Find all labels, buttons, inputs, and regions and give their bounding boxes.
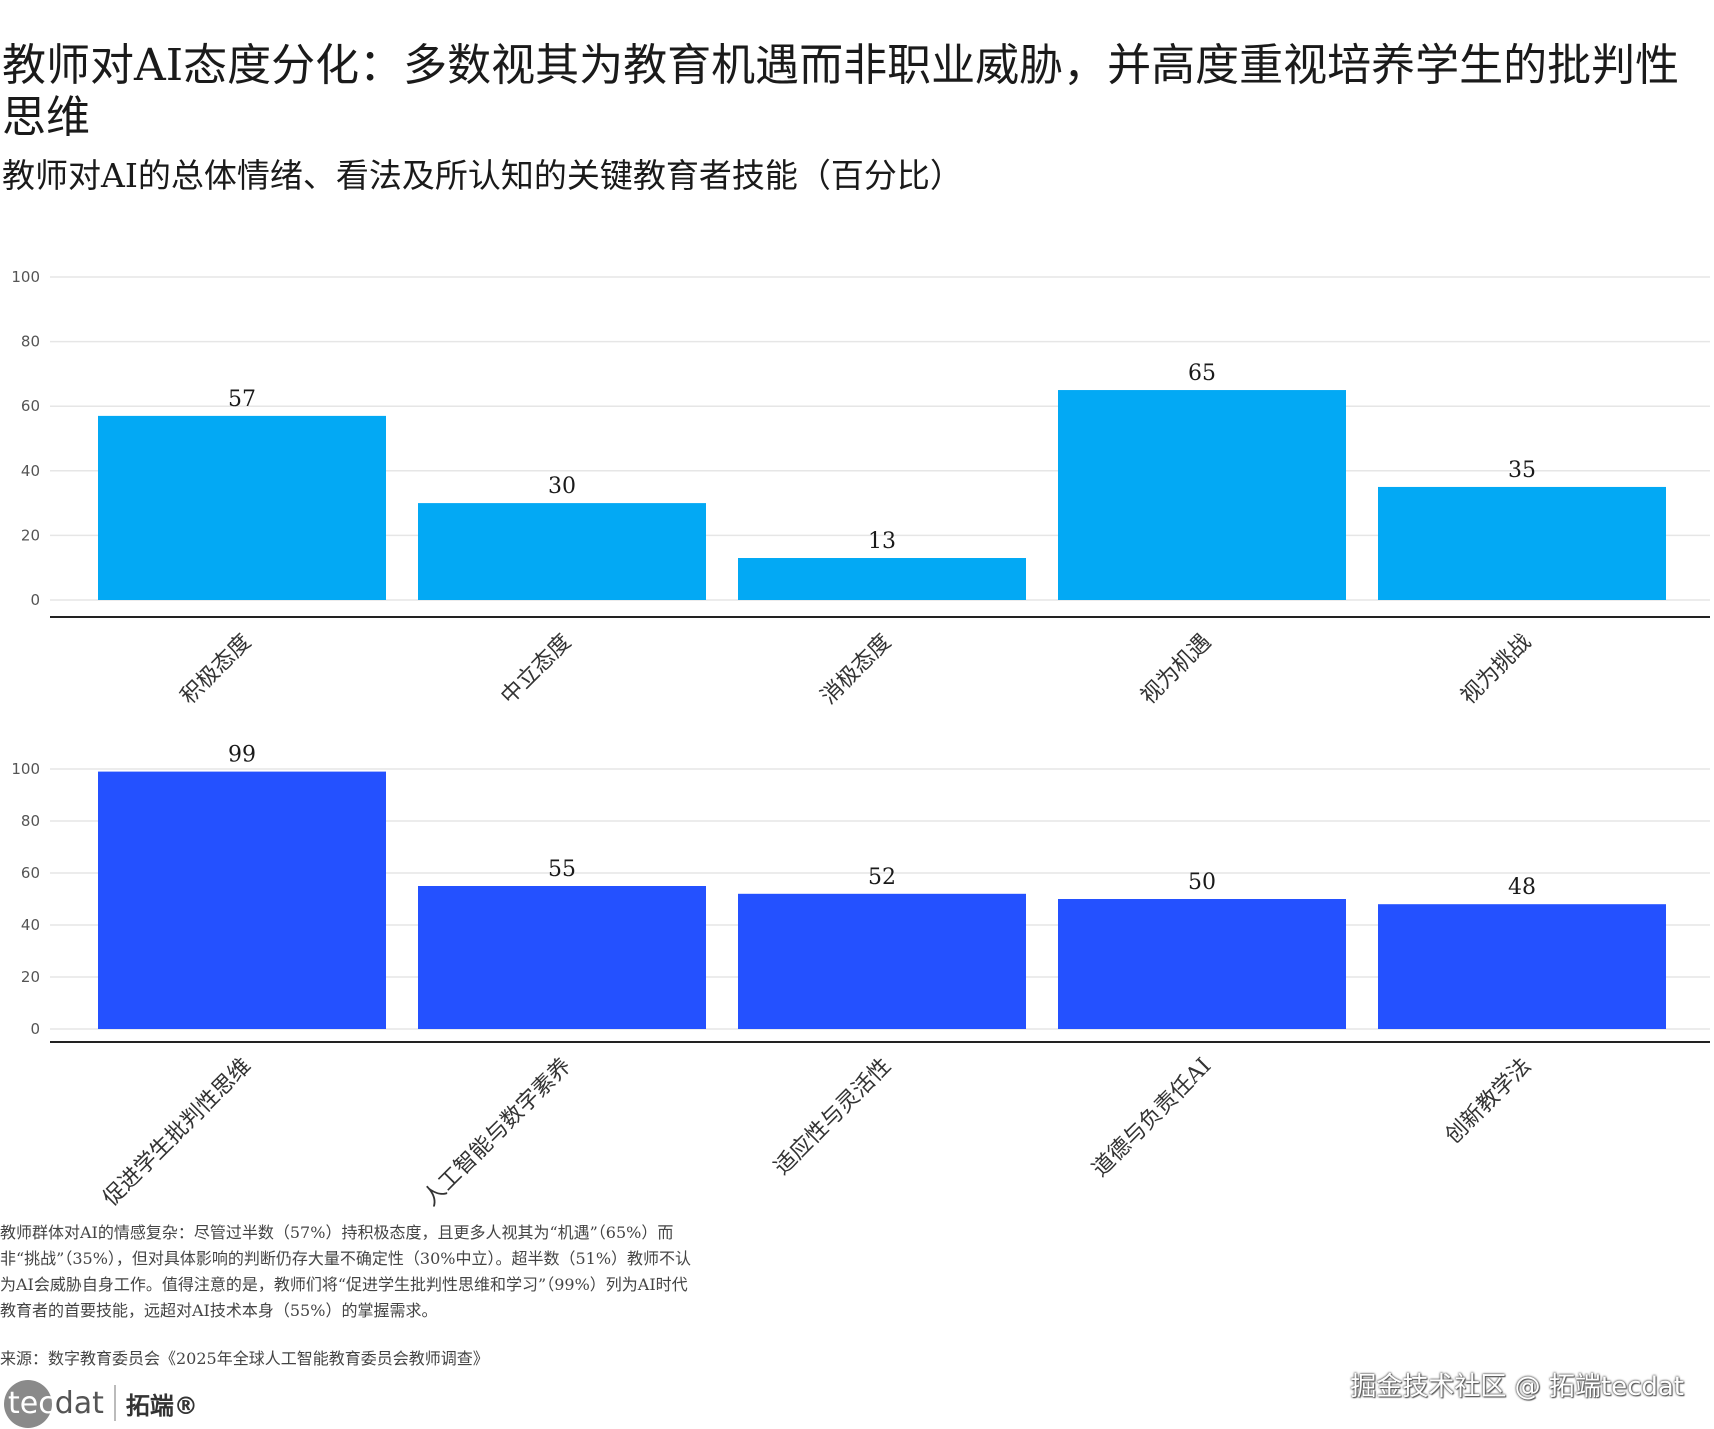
source-note: 来源：数字教育委员会《2025年全球人工智能教育委员会教师调查》 <box>0 1349 489 1368</box>
bottom-bar <box>1378 904 1666 1029</box>
top-bar-chart: 0 20 40 60 80 100 57 积极态度 30 中立态度 13 消极态度 65 视为机遇 35 视为… <box>11 268 1710 710</box>
bottom-ytick-label: 40 <box>21 916 40 934</box>
top-ytick-label: 20 <box>21 526 40 544</box>
chart-subtitle: 教师对AI的总体情绪、看法及所认知的关键教育者技能（百分比） <box>2 156 963 195</box>
top-ytick-label: 80 <box>21 333 40 351</box>
top-value-label: 13 <box>868 529 896 554</box>
top-value-label: 35 <box>1508 458 1536 483</box>
bottom-ytick-label: 0 <box>30 1020 40 1038</box>
bottom-ytick-label: 100 <box>11 760 40 778</box>
top-bar <box>738 558 1026 600</box>
bottom-category-label: 促进学生批判性思维 <box>99 1054 257 1212</box>
bottom-ytick-label: 20 <box>21 968 40 986</box>
top-bar <box>1058 390 1346 600</box>
bottom-value-label: 50 <box>1188 870 1216 895</box>
bottom-category-label: 创新教学法 <box>1441 1054 1536 1149</box>
top-category-label: 中立态度 <box>496 630 576 710</box>
top-value-label: 30 <box>548 474 576 499</box>
logo-divider <box>113 1385 116 1421</box>
top-bar <box>418 503 706 600</box>
logo-rest-text: dat <box>54 1385 104 1421</box>
bottom-category-label: 适应性与灵活性 <box>770 1054 897 1181</box>
bottom-bar <box>738 893 1026 1029</box>
bottom-value-label: 99 <box>228 743 256 768</box>
chart-note: 教师群体对AI的情感复杂：尽管过半数（57%）持积极态度，且更多人视其为“机遇”… <box>0 1223 692 1320</box>
chart-title: 教师对AI态度分化：多数视其为教育机遇而非职业威胁，并高度重视培养学生的批判性思… <box>2 40 1680 143</box>
bottom-bar-chart: 0 20 40 60 80 100 99 促进学生批判性思维 55 人工智能与数字素养 52 适应性与… <box>11 743 1710 1212</box>
top-category-label: 积极态度 <box>176 630 256 710</box>
logo-mark-text: tec <box>8 1385 55 1421</box>
bottom-category-label: 道德与负责任AI <box>1088 1054 1216 1182</box>
top-category-label: 消极态度 <box>816 630 896 710</box>
top-value-label: 65 <box>1188 361 1216 386</box>
bottom-value-label: 52 <box>868 865 896 890</box>
top-bar <box>98 415 386 600</box>
tecdat-logo: tecdat 拓端® <box>4 1378 198 1428</box>
top-ytick-label: 40 <box>21 462 40 480</box>
bottom-bar <box>1058 899 1346 1029</box>
bottom-category-label: 人工智能与数字素养 <box>419 1054 577 1212</box>
logo-circle-icon <box>4 1380 52 1428</box>
bottom-bar <box>98 771 386 1029</box>
top-category-label: 视为挑战 <box>1456 630 1536 710</box>
top-value-label: 57 <box>228 387 256 412</box>
top-bar <box>1378 486 1666 600</box>
logo-cn-text: 拓端® <box>125 1391 198 1420</box>
bottom-value-label: 55 <box>548 857 576 882</box>
bottom-ytick-label: 80 <box>21 812 40 830</box>
bottom-bar <box>418 886 706 1029</box>
top-category-label: 视为机遇 <box>1136 630 1216 710</box>
bottom-ytick-label: 60 <box>21 864 40 882</box>
top-ytick-label: 100 <box>11 268 40 286</box>
watermark: 掘金技术社区 @ 拓端tecdat <box>1350 1372 1684 1402</box>
bottom-value-label: 48 <box>1508 875 1536 900</box>
top-ytick-label: 60 <box>21 397 40 415</box>
top-ytick-label: 0 <box>30 591 40 609</box>
